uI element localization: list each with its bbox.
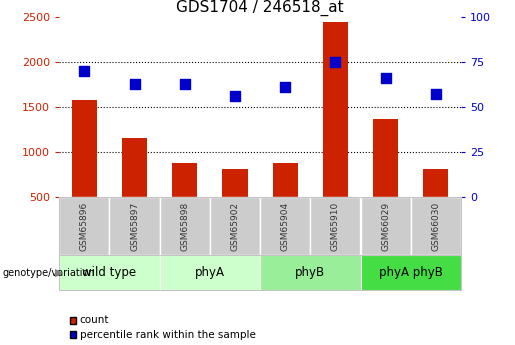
Text: phyB: phyB — [295, 266, 325, 279]
Point — [80, 68, 89, 74]
Bar — [360, 197, 410, 255]
Text: GSM65897: GSM65897 — [130, 201, 139, 250]
Text: ▶: ▶ — [55, 268, 64, 277]
Bar — [160, 255, 260, 290]
Text: GSM65902: GSM65902 — [231, 201, 239, 250]
Text: phyA: phyA — [195, 266, 225, 279]
Text: GSM66029: GSM66029 — [381, 201, 390, 250]
Text: GSM66030: GSM66030 — [432, 201, 440, 250]
Text: GSM65896: GSM65896 — [80, 201, 89, 250]
Bar — [410, 197, 461, 255]
Text: percentile rank within the sample: percentile rank within the sample — [80, 330, 256, 340]
Bar — [260, 255, 360, 290]
Point — [130, 81, 139, 86]
Text: wild type: wild type — [82, 266, 136, 279]
Text: GSM65910: GSM65910 — [331, 201, 340, 250]
Bar — [172, 162, 197, 242]
Bar — [310, 197, 360, 255]
Bar — [122, 138, 147, 241]
Bar — [260, 197, 310, 255]
Bar — [59, 255, 160, 290]
Bar — [109, 197, 160, 255]
Text: genotype/variation: genotype/variation — [3, 268, 95, 277]
Point — [281, 85, 289, 90]
Bar — [272, 164, 298, 242]
Text: count: count — [80, 315, 109, 325]
Bar — [72, 100, 97, 242]
Point — [432, 92, 440, 97]
Text: GSM65904: GSM65904 — [281, 201, 289, 250]
Bar — [210, 197, 260, 255]
Point — [231, 93, 239, 99]
Bar — [222, 169, 248, 241]
Point — [331, 59, 339, 65]
Point — [181, 81, 189, 86]
Point — [382, 76, 390, 81]
Bar — [360, 255, 461, 290]
Text: GSM65898: GSM65898 — [180, 201, 189, 250]
Bar — [160, 197, 210, 255]
Text: phyA phyB: phyA phyB — [379, 266, 443, 279]
Bar — [423, 169, 449, 241]
Bar — [323, 22, 348, 242]
Bar — [59, 197, 109, 255]
Title: GDS1704 / 246518_at: GDS1704 / 246518_at — [176, 0, 344, 16]
Bar — [373, 119, 398, 242]
